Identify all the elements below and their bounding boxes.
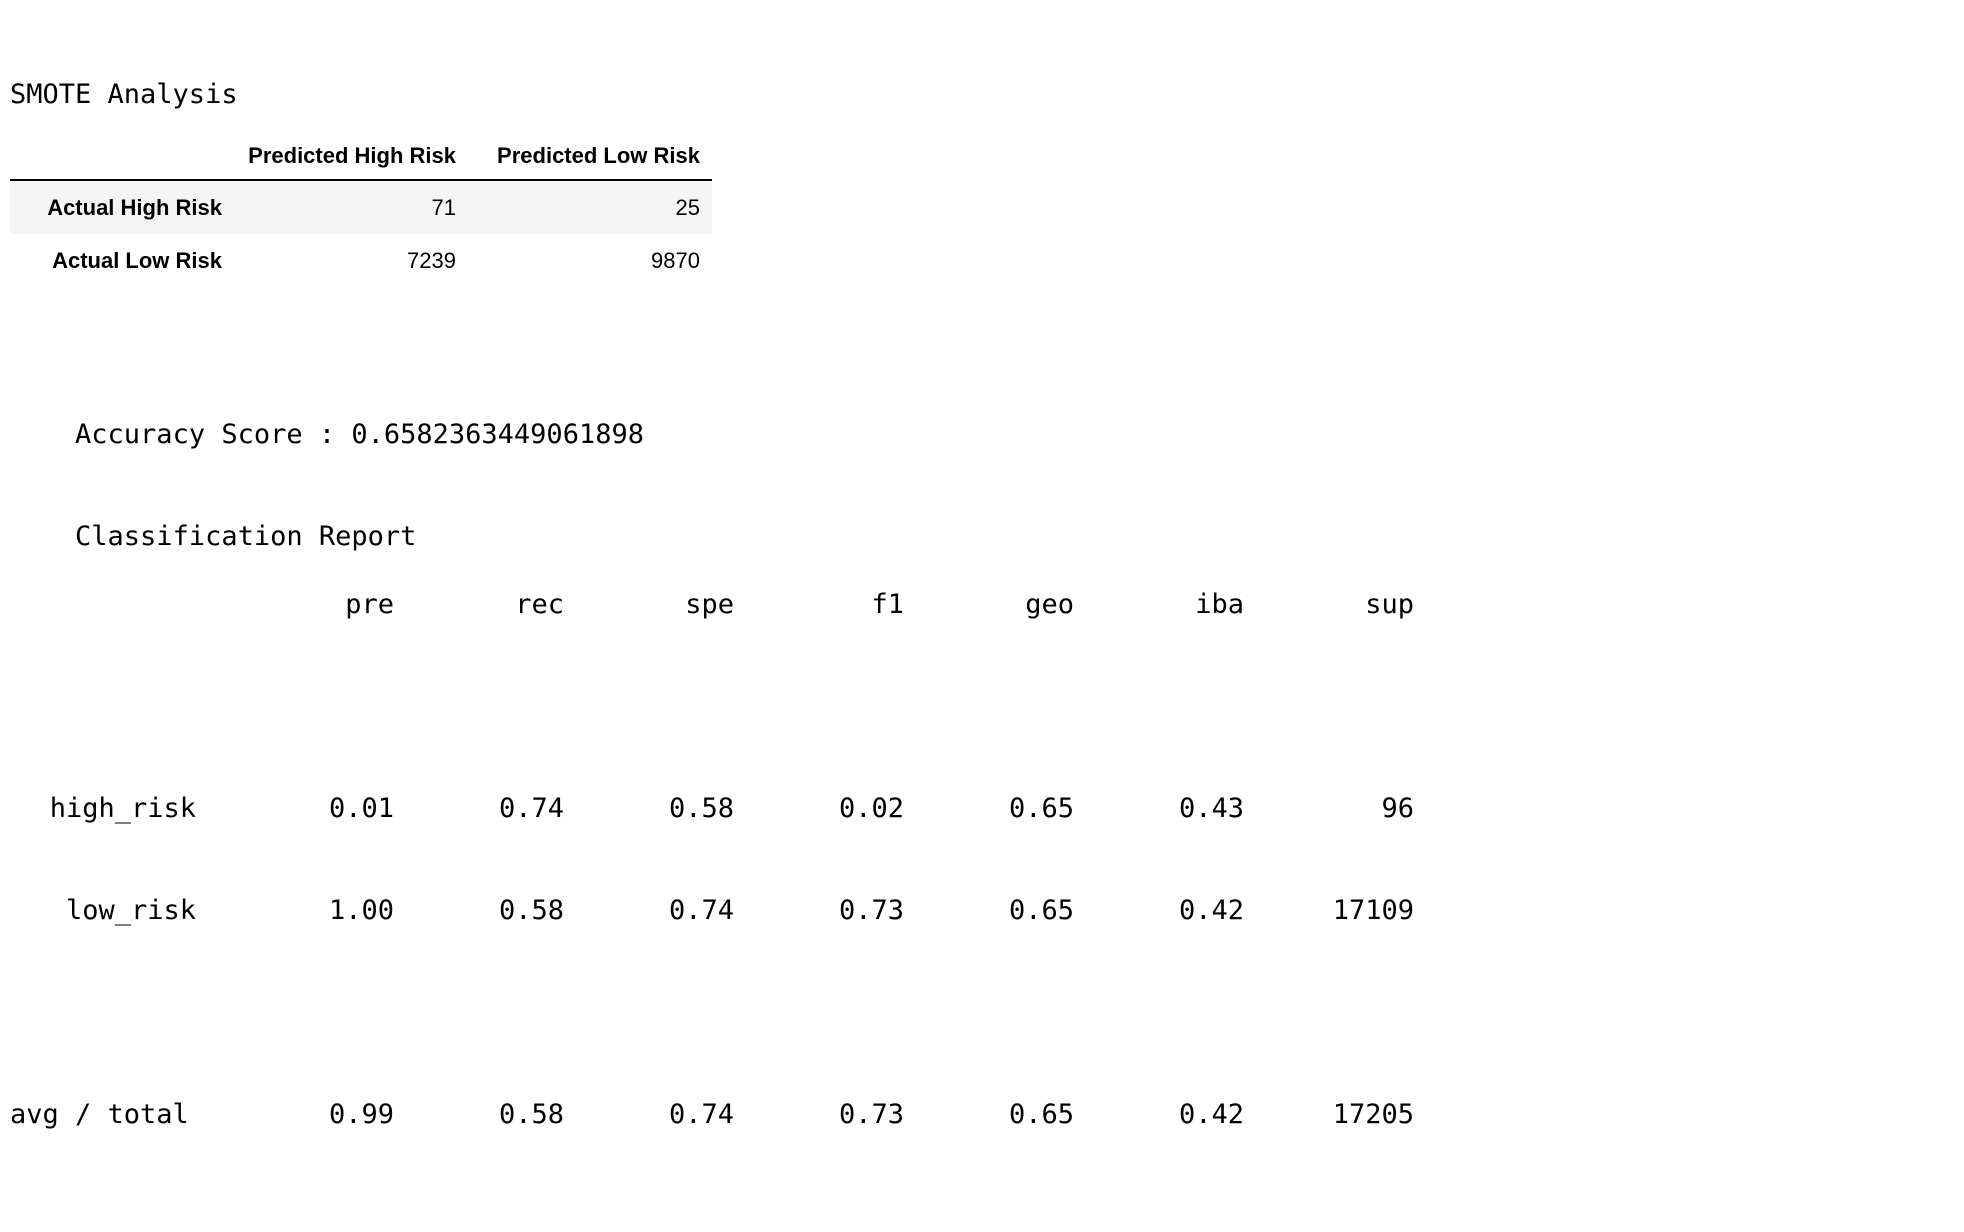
table-cell: 9870 xyxy=(651,248,700,273)
report-cell: 0.73 xyxy=(838,895,904,926)
report-column-header: geo xyxy=(1025,589,1074,620)
table-cell: 7239 xyxy=(407,248,456,273)
confusion-matrix-table: Predicted High Risk Predicted Low Risk A… xyxy=(10,133,712,288)
matrix-title: Confusion Matrix xyxy=(10,181,271,212)
report-row: low_risk 1.00 0.58 0.74 0.73 0.65 0.42 1… xyxy=(10,894,1414,928)
report-row-label: high_risk xyxy=(49,793,196,824)
report-title-line: Classification Report xyxy=(10,486,644,552)
report-column-header: pre xyxy=(345,589,394,620)
report-cell: 0.65 xyxy=(1008,793,1074,824)
report-cell: 0.74 xyxy=(498,793,564,824)
table-header-row: Predicted High Risk Predicted Low Risk xyxy=(10,133,712,181)
column-header: Predicted Low Risk xyxy=(468,133,712,181)
blank-line xyxy=(10,690,644,724)
report-cell: 0.42 xyxy=(1178,895,1244,926)
analysis-title: SMOTE Analysis xyxy=(10,79,238,110)
report-cell: 0.58 xyxy=(498,895,564,926)
report-cell: 1.00 xyxy=(328,895,394,926)
corner-cell xyxy=(10,133,234,181)
report-cell: 0.02 xyxy=(838,793,904,824)
report-cell: 0.65 xyxy=(1008,895,1074,926)
table-row: Actual Low Risk 7239 9870 xyxy=(10,234,712,288)
report-column-header: iba xyxy=(1195,589,1244,620)
report-title: Classification Report xyxy=(75,521,417,552)
accuracy-score: Accuracy Score : 0.6582363449061898 xyxy=(75,419,644,450)
table-cell: 25 xyxy=(675,194,700,220)
report-cell: 0.99 xyxy=(328,1099,394,1130)
report-column-header: rec xyxy=(515,589,564,620)
report-cell: 0.43 xyxy=(1178,793,1244,824)
report-cell: 0.74 xyxy=(668,1099,734,1130)
row-header: Actual High Risk xyxy=(47,194,222,220)
report-cell: 0.74 xyxy=(668,895,734,926)
report-row-label: avg / total xyxy=(10,1099,189,1130)
report-header-row: pre rec spe f1 geo iba sup xyxy=(10,588,1414,622)
report-total-row: avg / total 0.99 0.58 0.74 0.73 0.65 0.4… xyxy=(10,1098,1414,1132)
report-cell: 0.73 xyxy=(838,1099,904,1130)
report-column-header: spe xyxy=(685,589,734,620)
table-row: Actual High Risk 71 25 xyxy=(10,180,712,234)
classification-output: Accuracy Score : 0.6582363449061898 Clas… xyxy=(10,316,1414,1166)
confusion-matrix: Predicted High Risk Predicted Low Risk A… xyxy=(10,133,712,288)
report-row: high_risk 0.01 0.74 0.58 0.02 0.65 0.43 … xyxy=(10,792,1414,826)
accuracy-line: Accuracy Score : 0.6582363449061898 xyxy=(10,384,644,450)
report-cell: 17109 xyxy=(1332,895,1414,926)
report-row-label: low_risk xyxy=(65,895,196,926)
report-cell: 0.65 xyxy=(1008,1099,1074,1130)
report-cell: 17205 xyxy=(1332,1099,1414,1130)
report-cell: 0.42 xyxy=(1178,1099,1244,1130)
output-header: SMOTE Analysis Confusion Matrix xyxy=(10,10,270,248)
report-cell: 96 xyxy=(1381,793,1414,824)
report-cell: 0.58 xyxy=(668,793,734,824)
table-cell: 71 xyxy=(431,194,456,220)
column-header: Predicted High Risk xyxy=(234,133,468,181)
report-cell: 0.01 xyxy=(328,793,394,824)
row-header: Actual Low Risk xyxy=(52,248,222,273)
report-column-header: sup xyxy=(1365,589,1414,620)
blank-line xyxy=(10,996,644,1030)
report-cell: 0.58 xyxy=(498,1099,564,1130)
report-column-header: f1 xyxy=(871,589,904,620)
